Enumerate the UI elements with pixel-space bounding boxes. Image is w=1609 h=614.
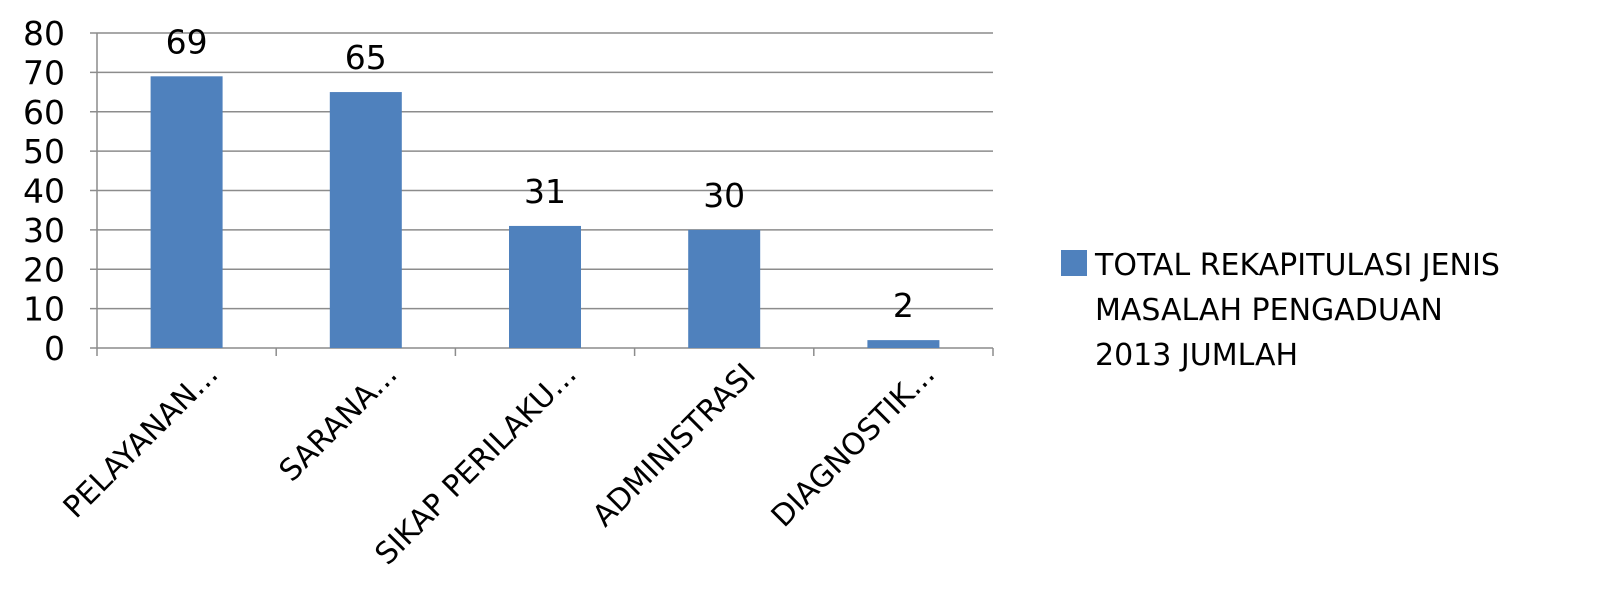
x-tick-label: SIKAP PERILAKU... bbox=[368, 357, 583, 572]
legend-label: TOTAL REKAPITULASI JENIS MASALAH PENGADUA… bbox=[1094, 248, 1500, 373]
y-tick-label: 0 bbox=[44, 329, 65, 368]
bars bbox=[150, 76, 940, 348]
x-tick-label: DIAGNOSTIK... bbox=[765, 357, 942, 534]
y-tick-label: 10 bbox=[23, 290, 65, 329]
legend-text-line: 2013 JUMLAH bbox=[1095, 338, 1298, 373]
bar-4 bbox=[688, 229, 761, 348]
y-tick-label: 70 bbox=[23, 53, 65, 92]
data-label: 65 bbox=[345, 38, 387, 77]
x-tick-label: PELAYANAN... bbox=[57, 357, 225, 525]
legend-text-line: MASALAH PENGADUAN bbox=[1095, 293, 1443, 328]
x-axis-labels: PELAYANAN... SARANA...SIKAP PERILAKU... AD… bbox=[57, 357, 942, 572]
y-tick-label: 50 bbox=[23, 132, 65, 171]
bar-1 bbox=[150, 76, 223, 348]
y-tick-label: 20 bbox=[23, 250, 65, 289]
data-label: 69 bbox=[166, 22, 208, 61]
x-tick-label: SARANA... bbox=[273, 357, 405, 489]
legend: TOTAL REKAPITULASI JENIS MASALAH PENGADUA… bbox=[1061, 248, 1500, 373]
bar-5 bbox=[867, 340, 940, 348]
data-label: 31 bbox=[524, 172, 566, 211]
data-label: 30 bbox=[703, 176, 745, 215]
y-tick-label: 80 bbox=[23, 14, 65, 53]
bar-2 bbox=[329, 92, 402, 348]
x-tick-label: ADMINISTRASI bbox=[586, 357, 763, 534]
legend-swatch bbox=[1061, 250, 1087, 276]
data-label: 2 bbox=[893, 286, 914, 325]
y-tick-label: 30 bbox=[23, 211, 65, 250]
y-tick-label: 40 bbox=[23, 172, 65, 211]
y-tick-label: 60 bbox=[23, 93, 65, 132]
legend-text-line: TOTAL REKAPITULASI JENIS bbox=[1094, 248, 1500, 283]
data-labels: 69 65 31 30 2 bbox=[166, 22, 914, 325]
bar-3 bbox=[509, 225, 581, 348]
